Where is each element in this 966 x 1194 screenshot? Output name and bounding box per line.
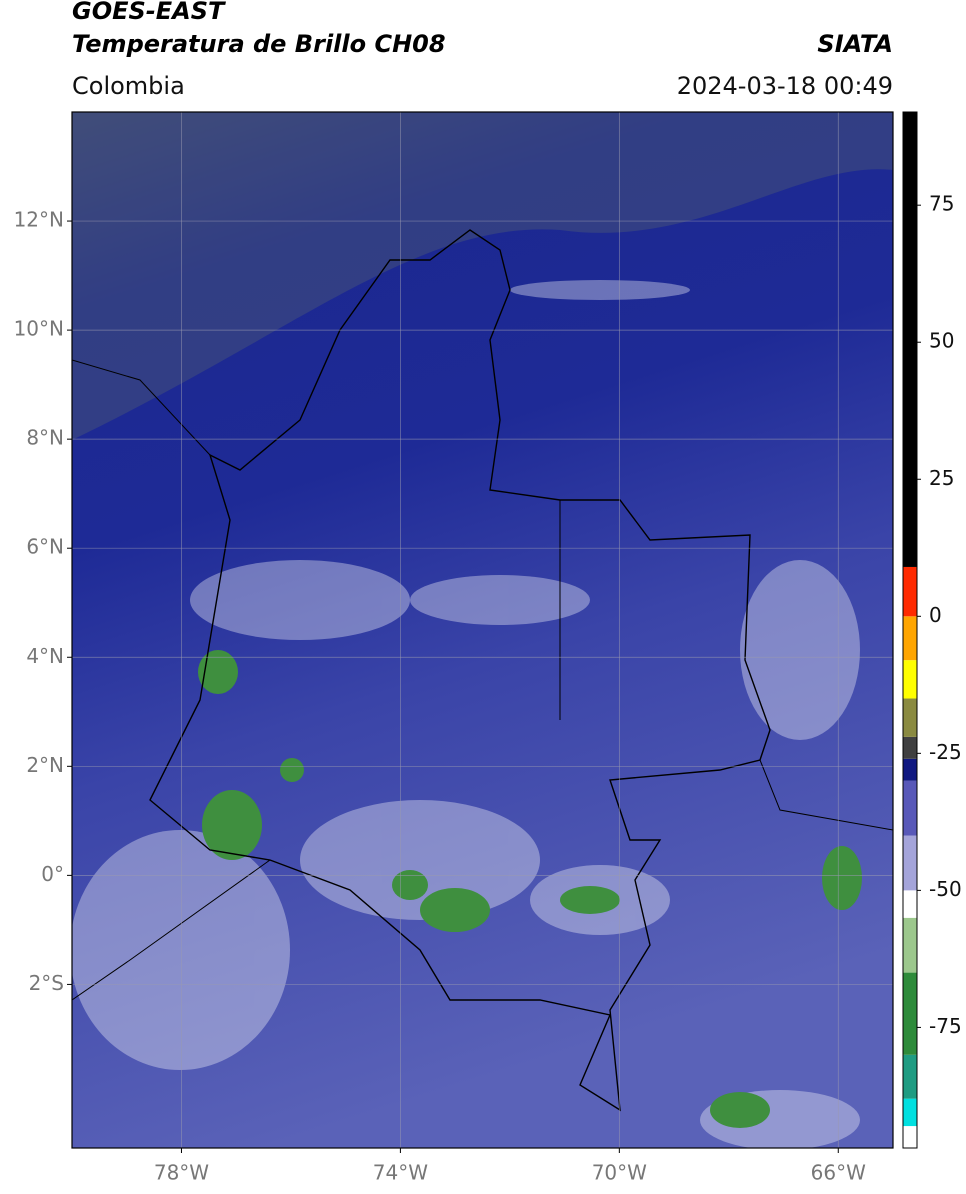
- colorbar-segment: [903, 758, 917, 781]
- y-tick-label: 8°N: [26, 426, 64, 450]
- colorbar-tick-label: 0: [929, 603, 942, 627]
- x-tick-label: 66°W: [811, 1161, 866, 1185]
- subtitle: Temperatura de Brillo CH08: [72, 30, 446, 58]
- x-tick-label: 78°W: [154, 1161, 209, 1185]
- colorbar-segment: [903, 917, 917, 973]
- clouds: [72, 280, 860, 1148]
- colorbar-segment: [903, 835, 917, 891]
- colorbar-segment: [903, 890, 917, 918]
- map-frame: [71, 111, 894, 1149]
- colorbar-tick-label: -25: [929, 740, 962, 764]
- colorbar-segment: [903, 616, 917, 661]
- colorbar-segment: [903, 698, 917, 737]
- neighbor-borders: [72, 359, 893, 1001]
- satellite-image: [72, 112, 893, 1148]
- colorbar-tick-label: -50: [929, 877, 962, 901]
- source: SIATA: [817, 30, 893, 58]
- x-tick-label: 70°W: [592, 1161, 647, 1185]
- colorbar-frame: [902, 111, 918, 1149]
- y-tick-label: 4°N: [26, 644, 64, 668]
- colorbar-tick-label: 75: [929, 192, 954, 216]
- colorbar-segment: [903, 780, 917, 836]
- country-border: [149, 229, 771, 1112]
- x-tick-label: 74°W: [373, 1161, 428, 1185]
- y-tick-label: 10°N: [14, 317, 64, 341]
- colorbar-segment: [903, 1098, 917, 1127]
- date: 2024-03-18 00:49: [677, 72, 893, 100]
- title: GOES-EAST: [72, 0, 226, 25]
- y-tick-label: 6°N: [26, 535, 64, 559]
- region: Colombia: [72, 72, 185, 100]
- colorbar-segment: [903, 566, 917, 617]
- grid: [72, 112, 893, 1148]
- colorbar-tick-label: 25: [929, 466, 954, 490]
- y-tick-label: 12°N: [14, 208, 64, 232]
- colorbar-tick-label: -75: [929, 1014, 962, 1038]
- dry-region: [72, 112, 893, 440]
- cold-tops: [198, 650, 862, 1128]
- colorbar-tick-label: 50: [929, 329, 954, 353]
- colorbar-segment: [903, 1126, 917, 1148]
- colorbar-segment: [903, 112, 917, 567]
- y-tick-label: 2°N: [26, 753, 64, 777]
- y-tick-label: 2°S: [29, 971, 64, 995]
- colorbar-segment: [903, 660, 917, 699]
- colorbar-segment: [903, 972, 917, 1055]
- colorbar-segment: [903, 736, 917, 759]
- y-tick-label: 0°: [41, 862, 64, 886]
- colorbar-segment: [903, 1054, 917, 1099]
